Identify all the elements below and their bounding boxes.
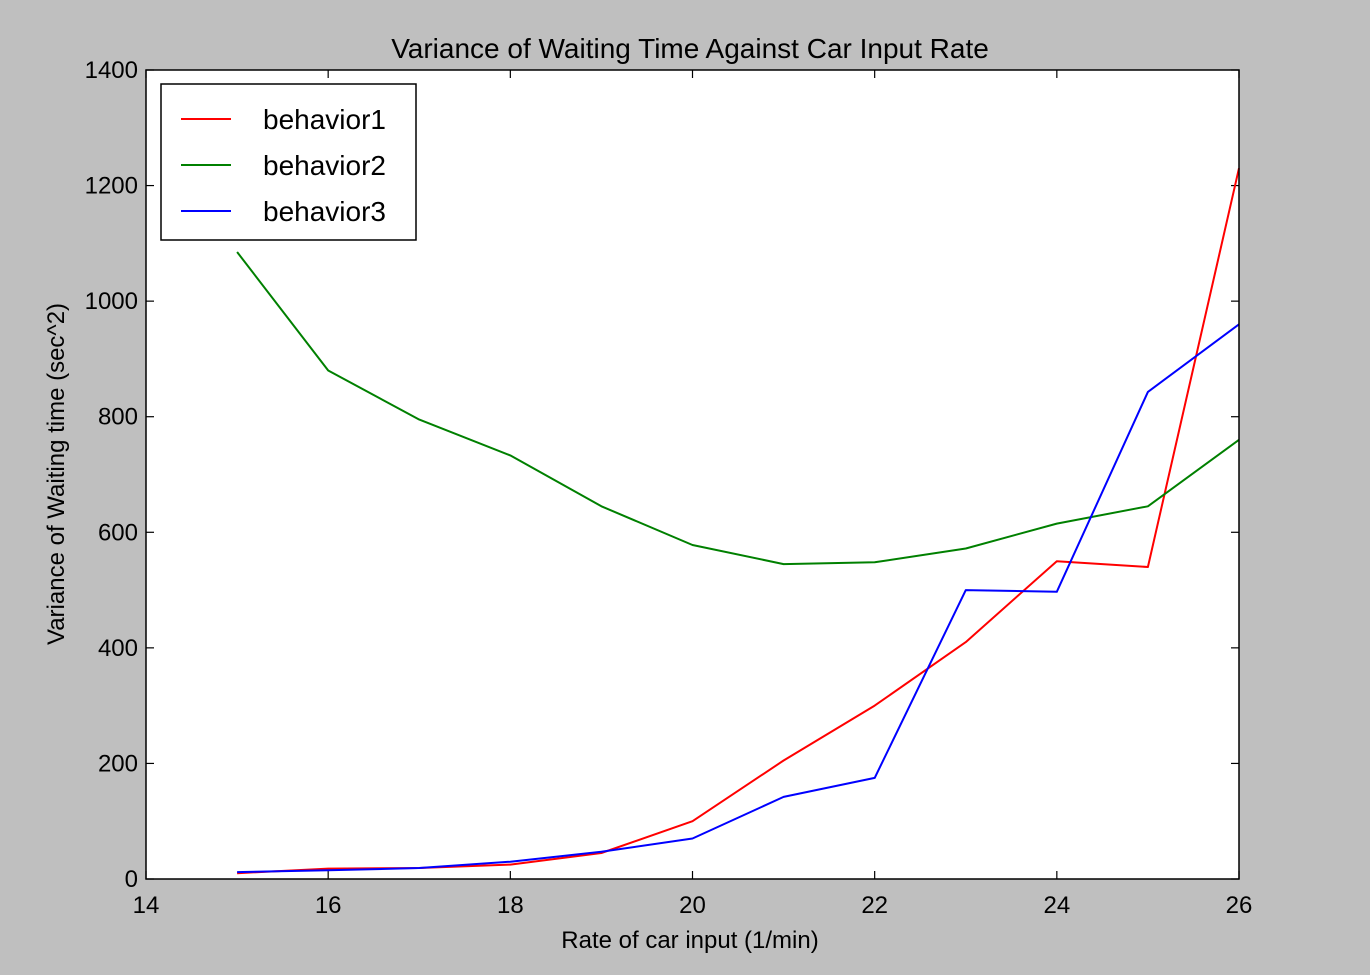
y-tick-label: 0 xyxy=(125,866,138,893)
x-tick-label: 20 xyxy=(679,892,706,919)
legend-label-behavior2: behavior2 xyxy=(263,150,386,181)
chart-title: Variance of Waiting Time Against Car Inp… xyxy=(391,33,989,64)
y-tick-label: 1000 xyxy=(85,288,138,315)
x-tick-label: 24 xyxy=(1043,892,1070,919)
series-line-behavior2 xyxy=(236,251,1240,566)
legend-label-behavior1: behavior1 xyxy=(263,104,386,135)
y-tick-label: 600 xyxy=(98,519,138,546)
y-tick-label: 1400 xyxy=(85,57,138,84)
legend-box xyxy=(160,83,417,241)
x-tick-label: 14 xyxy=(133,892,160,919)
legend: behavior1 behavior2 behavior3 xyxy=(160,83,417,241)
x-tick-label: 16 xyxy=(315,892,342,919)
y-tick-label: 1200 xyxy=(85,173,138,200)
x-tick-label: 22 xyxy=(861,892,888,919)
series-lines xyxy=(236,167,1240,875)
y-tick-label: 200 xyxy=(98,750,138,777)
y-axis-label: Variance of Waiting time (sec^2) xyxy=(43,303,70,645)
plot-frame xyxy=(145,69,1240,880)
y-tick-label: 800 xyxy=(98,404,138,431)
axis-ticks: 14 16 18 20 22 24 26 0 200 400 600 800 1000 1200 1400 xyxy=(85,57,1253,919)
y-tick-label: 400 xyxy=(98,635,138,662)
series-line-behavior3 xyxy=(237,323,1240,874)
x-tick-label: 26 xyxy=(1226,892,1253,919)
x-tick-label: 18 xyxy=(497,892,524,919)
x-axis-label: Rate of car input (1/min) xyxy=(561,927,818,954)
legend-label-behavior3: behavior3 xyxy=(263,196,386,227)
